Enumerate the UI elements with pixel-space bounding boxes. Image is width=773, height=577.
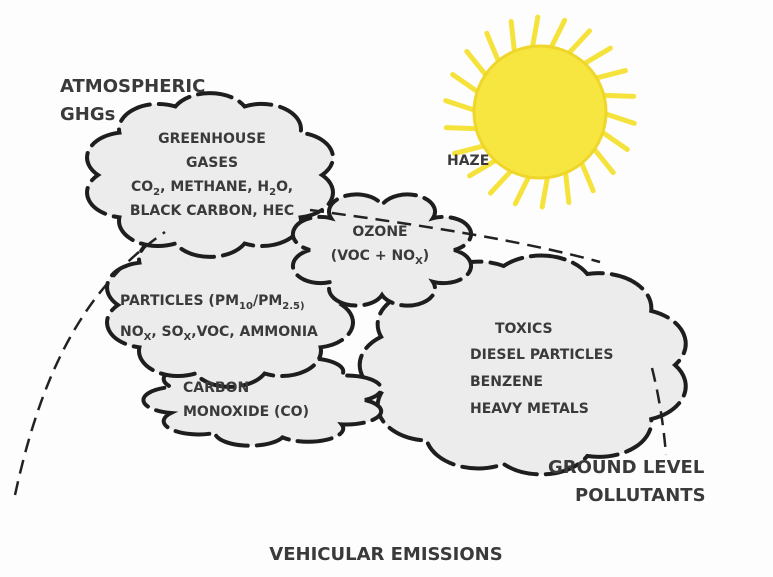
- sub: 2: [153, 187, 160, 198]
- sub: 2.5): [282, 301, 304, 312]
- label: HEAVY METALS: [470, 401, 589, 417]
- run: TOXICS: [495, 321, 553, 337]
- label: (VOC + NOX): [331, 248, 429, 267]
- label: MONOXIDE (CO): [183, 404, 309, 420]
- label: POLLUTANTS: [575, 485, 706, 506]
- label: GASES: [186, 155, 238, 171]
- run: O,: [276, 179, 293, 195]
- footer: VEHICULAR EMISSIONS: [269, 544, 502, 565]
- clouds: [85, 91, 688, 477]
- label: HAZE: [447, 153, 489, 169]
- run: CO: [131, 179, 153, 195]
- run: (VOC + NO: [331, 248, 415, 264]
- run: , METHANE, H: [160, 179, 269, 195]
- run: DIESEL PARTICLES: [470, 347, 613, 363]
- label: GHGs: [60, 104, 115, 125]
- label: DIESEL PARTICLES: [470, 347, 613, 363]
- label: CARBON: [183, 380, 249, 396]
- run: /PM: [253, 293, 282, 309]
- label: BENZENE: [470, 374, 543, 390]
- sun: [443, 14, 637, 210]
- run: CARBON: [183, 380, 249, 396]
- cloud: [357, 253, 688, 477]
- dash-right: [650, 367, 668, 456]
- run: GASES: [186, 155, 238, 171]
- run: ,VOC, AMMONIA: [191, 324, 318, 340]
- sub: 10: [239, 301, 253, 312]
- label: CO2, METHANE, H2O,: [131, 179, 293, 198]
- cloud: [85, 91, 335, 259]
- run: ): [423, 248, 429, 264]
- run: NO: [120, 324, 144, 340]
- label: PARTICLES (PM10/PM2.5): [120, 293, 305, 312]
- outline: [13, 208, 668, 496]
- sun-disc: [472, 44, 608, 180]
- label: ATMOSPHERIC: [60, 76, 205, 97]
- run: GREENHOUSE: [158, 131, 266, 147]
- run: HEAVY METALS: [470, 401, 589, 417]
- run: MONOXIDE (CO): [183, 404, 309, 420]
- sub: X: [144, 332, 152, 343]
- cloud: [291, 192, 473, 308]
- greenhouse-text: GREENHOUSE GASES CO2, METHANE, H2O, BLAC…: [130, 131, 429, 267]
- dash-left: [13, 230, 166, 496]
- label: NOX, SOX,VOC, AMMONIA: [120, 324, 318, 343]
- run: BENZENE: [470, 374, 543, 390]
- label: GREENHOUSE: [158, 131, 266, 147]
- sub: 2: [269, 187, 276, 198]
- label: GROUND LEVEL: [548, 457, 704, 478]
- sub: X: [184, 332, 192, 343]
- dash-top: [309, 208, 601, 264]
- sub: X: [415, 256, 423, 267]
- run: , SO: [151, 324, 183, 340]
- run: PARTICLES (PM: [120, 293, 239, 309]
- particles-text: PARTICLES (PM10/PM2.5) NOX, SOX,VOC, AMM…: [120, 293, 613, 420]
- label: OZONE: [352, 224, 407, 240]
- label: BLACK CARBON, HEC: [130, 203, 294, 219]
- label: TOXICS: [495, 321, 553, 337]
- run: BLACK CARBON, HEC: [130, 203, 294, 219]
- run: OZONE: [352, 224, 407, 240]
